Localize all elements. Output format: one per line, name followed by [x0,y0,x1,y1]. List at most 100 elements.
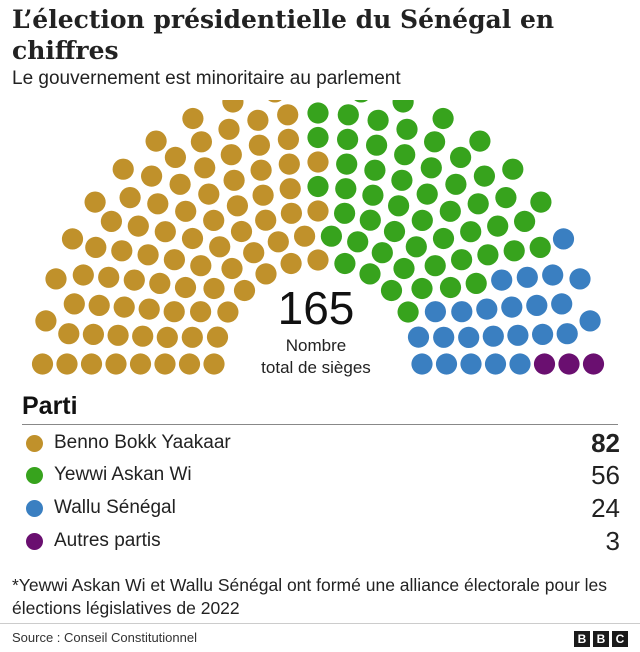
seat-benno-bokk-yaakaar [277,128,299,150]
seat-benno-bokk-yaakaar [105,353,127,375]
seat-benno-bokk-yaakaar [222,100,244,113]
seat-wallu-s-n-gal [532,323,554,345]
seat-wallu-s-n-gal [482,325,504,347]
seat-yewwi-askan-wi [396,118,418,140]
seat-benno-bokk-yaakaar [181,227,204,250]
seat-wallu-s-n-gal [433,326,455,348]
seat-yewwi-askan-wi [335,178,357,200]
bbc-logo-letter: C [612,631,628,647]
seat-benno-bokk-yaakaar [243,242,265,264]
seat-yewwi-askan-wi [420,157,442,179]
seat-benno-bokk-yaakaar [220,144,242,166]
seat-yewwi-askan-wi [405,236,427,258]
legend-label: Yewwi Askan Wi [54,464,192,485]
seat-yewwi-askan-wi [465,272,487,294]
hemicycle-chart [31,100,605,375]
seat-yewwi-askan-wi [380,279,403,302]
legend-swatch [26,435,43,452]
seat-wallu-s-n-gal [556,323,578,345]
legend-swatch [26,467,43,484]
seat-benno-bokk-yaakaar [100,210,122,232]
seat-benno-bokk-yaakaar [138,298,160,320]
seat-wallu-s-n-gal [407,326,430,348]
seat-benno-bokk-yaakaar [31,353,54,375]
seat-wallu-s-n-gal [424,301,446,323]
seat-benno-bokk-yaakaar [154,221,176,243]
seat-yewwi-askan-wi [364,159,386,181]
seat-benno-bokk-yaakaar [203,277,225,300]
seat-benno-bokk-yaakaar [141,165,163,187]
source-note: Source : Conseil Constitutionnel [12,630,197,645]
seat-benno-bokk-yaakaar [113,296,135,318]
seat-wallu-s-n-gal [516,266,538,288]
seat-benno-bokk-yaakaar [221,257,243,280]
total-seats-label-line2: total de sièges [261,358,371,377]
seat-wallu-s-n-gal [491,269,513,291]
seat-benno-bokk-yaakaar [190,255,212,277]
seat-yewwi-askan-wi [445,173,467,195]
legend-item-yewwi-askan-wi: Yewwi Askan Wi 56 [22,460,620,491]
seat-yewwi-askan-wi [432,227,455,250]
seat-yewwi-askan-wi [495,187,517,209]
seat-benno-bokk-yaakaar [169,173,191,195]
seat-yewwi-askan-wi [334,252,356,275]
seat-wallu-s-n-gal [458,326,480,348]
total-seats-label-line1: Nombre [285,336,347,355]
seat-benno-bokk-yaakaar [307,151,329,173]
seat-yewwi-askan-wi [307,126,329,149]
seat-benno-bokk-yaakaar [163,249,185,271]
seat-benno-bokk-yaakaar [250,159,272,181]
seat-benno-bokk-yaakaar [280,202,302,224]
seat-benno-bokk-yaakaar [307,200,329,222]
seat-yewwi-askan-wi [460,221,482,243]
seat-benno-bokk-yaakaar [132,325,154,347]
seat-yewwi-askan-wi [362,184,384,206]
seat-autres-partis [582,353,605,375]
legend-item-benno-bokk-yaakaar: Benno Bokk Yaakaar 82 [22,428,620,459]
seat-benno-bokk-yaakaar [268,100,282,103]
legend-divider [22,424,618,425]
chart-subtitle: Le gouvernement est minoritaire au parle… [12,68,401,89]
legend-heading: Parti [22,392,78,420]
seat-benno-bokk-yaakaar [277,104,299,126]
seat-benno-bokk-yaakaar [217,301,239,323]
seat-benno-bokk-yaakaar [209,236,231,258]
seat-benno-bokk-yaakaar [233,279,256,302]
seat-yewwi-askan-wi [530,191,552,213]
seat-yewwi-askan-wi [469,130,491,152]
legend-item-autres-partis: Autres partis 3 [22,526,620,557]
seat-benno-bokk-yaakaar [230,220,253,243]
seat-benno-bokk-yaakaar [35,310,57,332]
total-seats-number: 165 [277,282,355,334]
seat-yewwi-askan-wi [307,175,329,198]
seat-benno-bokk-yaakaar [181,326,203,348]
seat-benno-bokk-yaakaar [175,200,197,222]
seat-yewwi-askan-wi [432,107,454,130]
seat-wallu-s-n-gal [484,353,507,375]
legend-value: 56 [591,460,620,490]
seat-benno-bokk-yaakaar [145,130,167,152]
seat-yewwi-askan-wi [487,215,509,237]
seat-benno-bokk-yaakaar [137,244,159,266]
seat-wallu-s-n-gal [501,296,523,318]
seat-benno-bokk-yaakaar [255,263,277,285]
seat-yewwi-askan-wi [383,220,406,243]
seat-benno-bokk-yaakaar [190,301,212,323]
seat-yewwi-askan-wi [416,183,438,205]
seat-benno-bokk-yaakaar [164,146,186,168]
seat-wallu-s-n-gal [435,353,458,375]
seat-benno-bokk-yaakaar [112,158,134,180]
legend-label: Benno Bokk Yaakaar [54,432,231,453]
seat-yewwi-askan-wi [467,193,489,215]
seat-wallu-s-n-gal [451,301,473,323]
seat-yewwi-askan-wi [411,209,433,231]
seat-benno-bokk-yaakaar [174,276,197,299]
seat-wallu-s-n-gal [551,293,573,315]
seat-benno-bokk-yaakaar [45,268,67,290]
seat-yewwi-askan-wi [391,169,413,191]
seat-benno-bokk-yaakaar [163,301,185,323]
legend-label: Autres partis [54,530,161,551]
seat-benno-bokk-yaakaar [63,293,85,315]
seat-yewwi-askan-wi [388,195,410,217]
